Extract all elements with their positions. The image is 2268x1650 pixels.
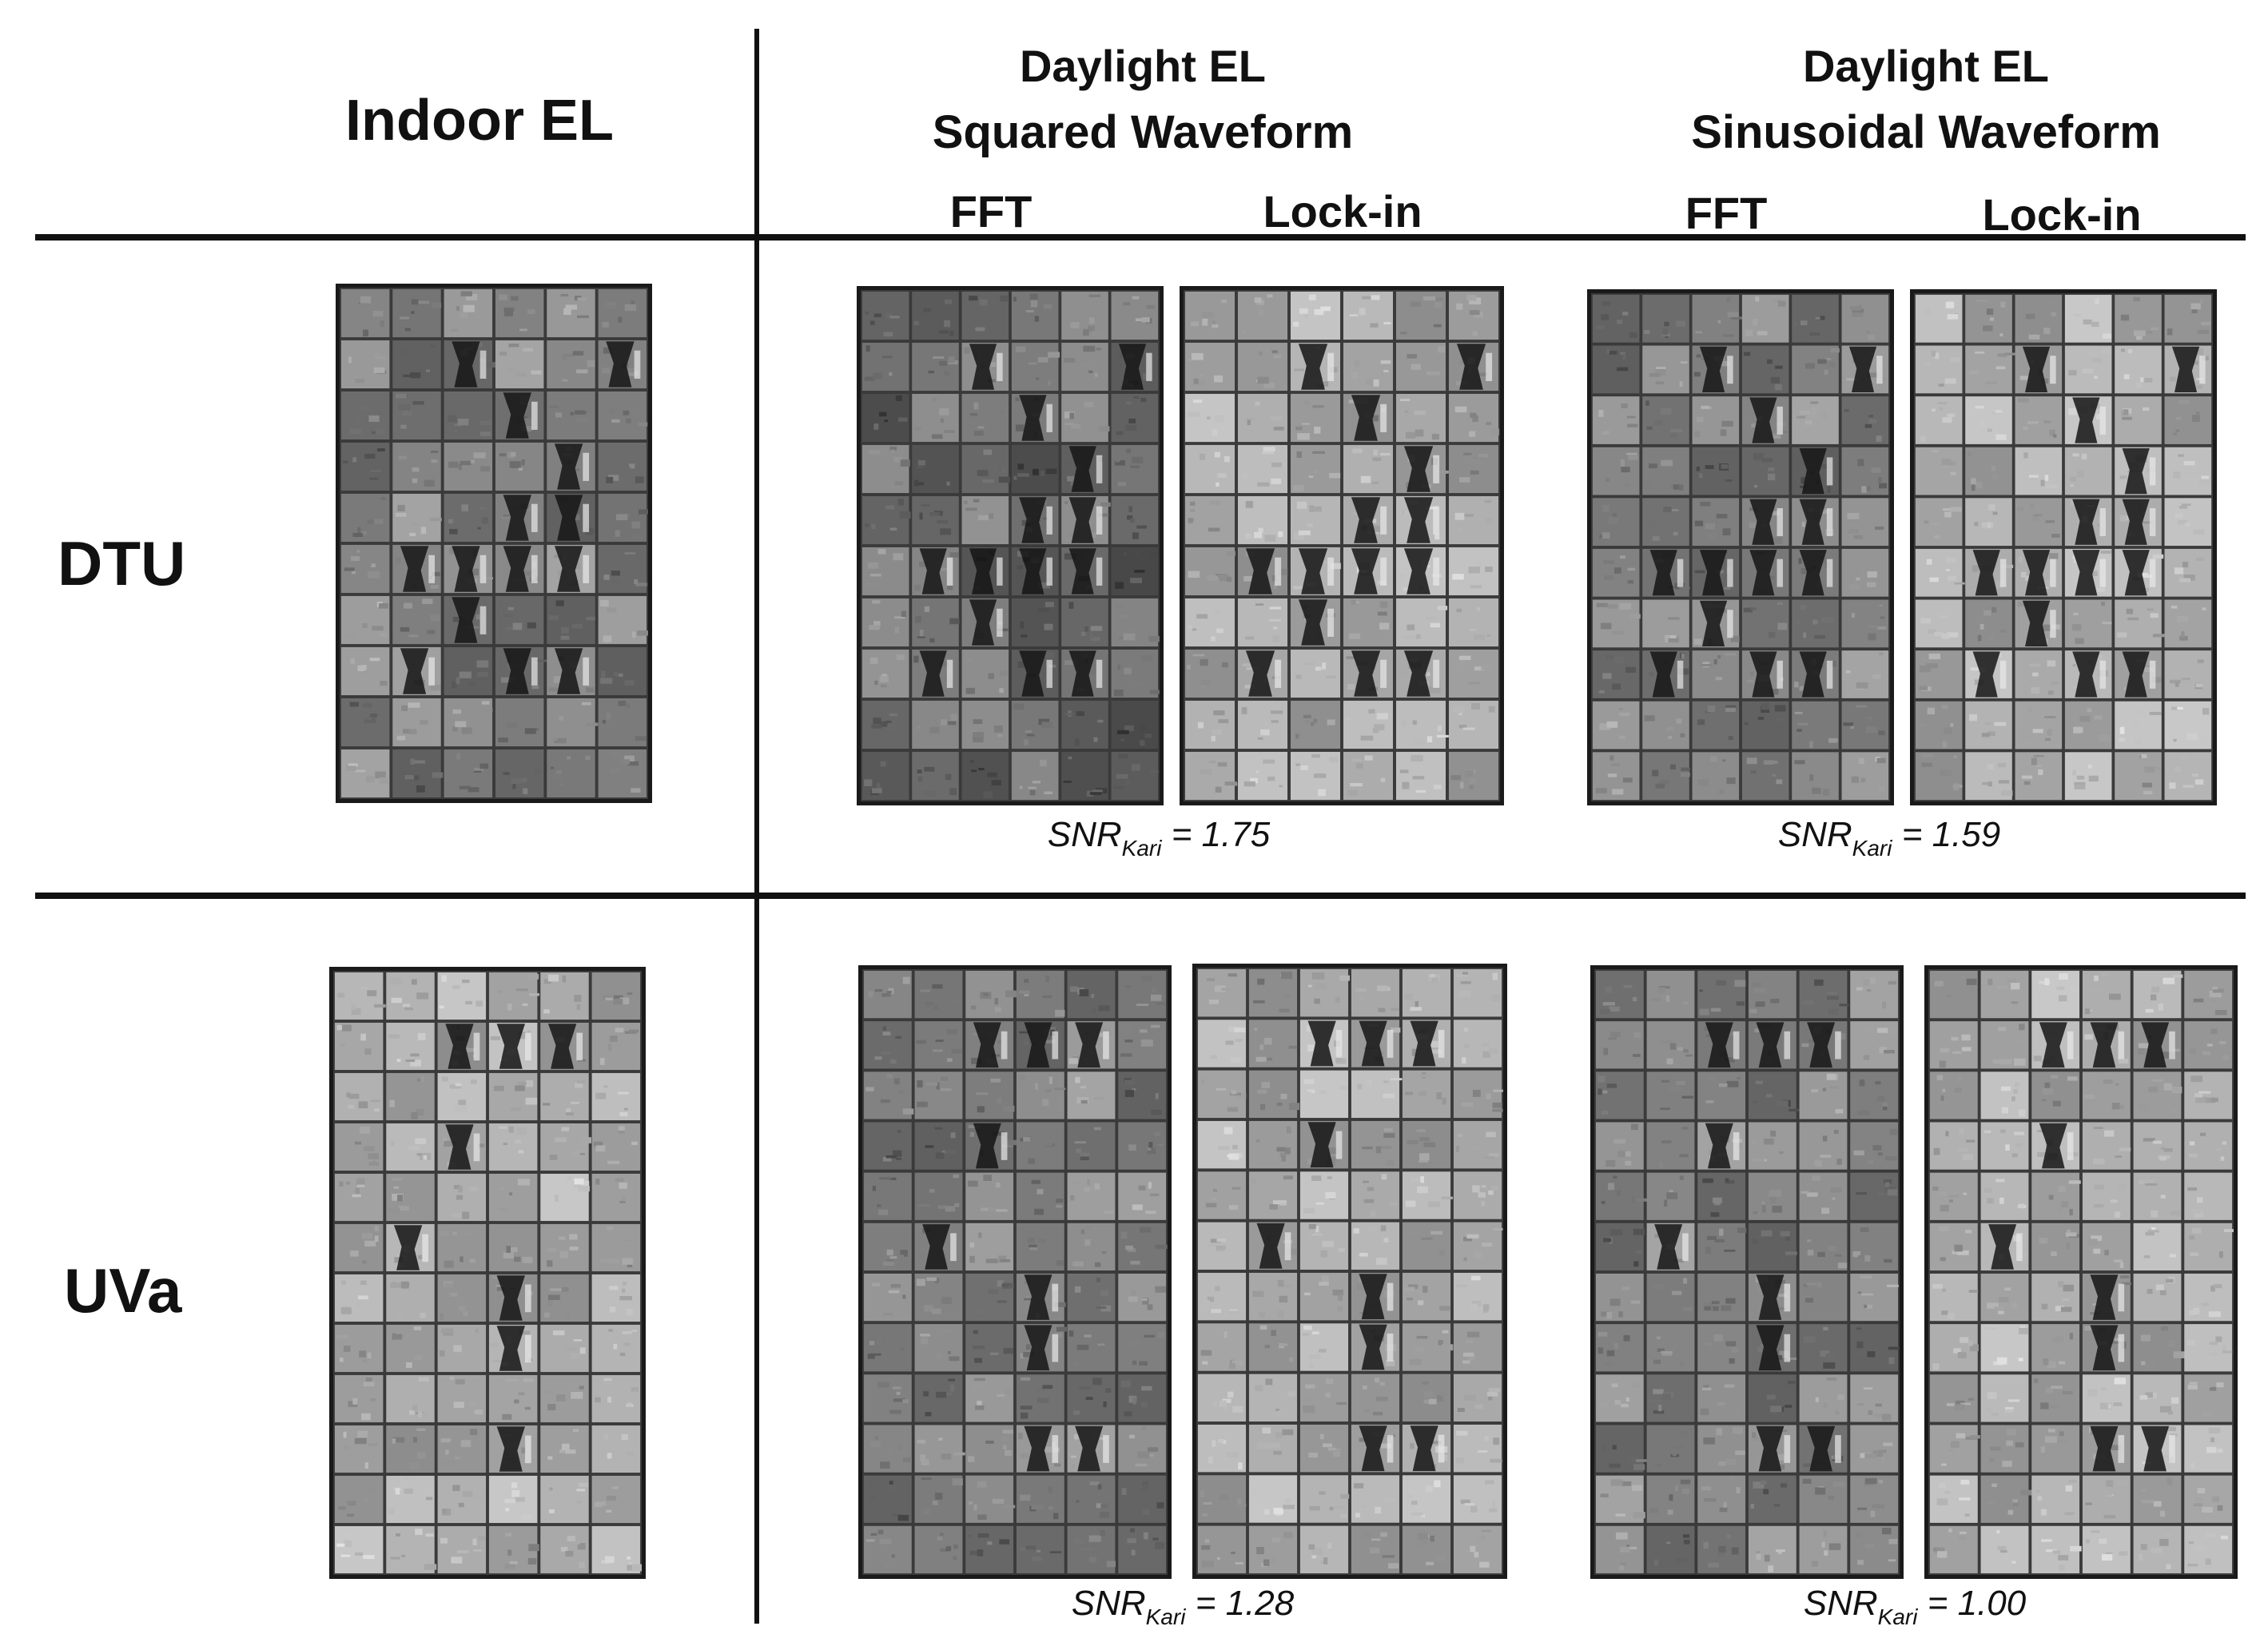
snr-dtu-sinusoidal: SNRKari = 1.59 <box>1777 815 2001 861</box>
snr-uva-sinusoidal: SNRKari = 1.00 <box>1803 1584 2027 1629</box>
panel-uva-squared-lockin <box>1192 964 1507 1579</box>
header-divider <box>35 234 2246 241</box>
column-divider <box>754 29 759 1624</box>
snr-dtu-squared: SNRKari = 1.75 <box>1047 815 1271 861</box>
subheader-lockin-squared: Lock-in <box>1263 186 1422 237</box>
header-sinusoidal-line2: Sinusoidal Waveform <box>1691 106 2161 158</box>
el-module-image <box>1196 968 1503 1575</box>
subheader-lockin-sinusoidal: Lock-in <box>1982 189 2142 240</box>
panel-dtu-sinusoidal-lockin <box>1910 289 2217 805</box>
panel-dtu-squared-lockin <box>1180 286 1504 805</box>
panel-dtu-indoor-el <box>336 284 652 803</box>
el-module-image <box>862 969 1168 1575</box>
panel-uva-indoor-el <box>329 967 646 1579</box>
panel-uva-squared-fft <box>858 965 1172 1579</box>
el-module-image <box>1594 969 1900 1575</box>
el-module-image <box>1928 969 2234 1575</box>
el-module-image <box>340 288 648 799</box>
el-module-image <box>861 290 1160 801</box>
row-label-dtu: DTU <box>58 528 186 598</box>
snr-uva-squared: SNRKari = 1.28 <box>1071 1584 1295 1629</box>
subheader-fft-sinusoidal: FFT <box>1685 188 1768 238</box>
header-squared-line1: Daylight EL <box>1019 41 1267 91</box>
row-divider <box>35 893 2246 899</box>
el-module-image <box>333 971 642 1575</box>
panel-uva-sinusoidal-fft <box>1590 965 1904 1579</box>
panel-dtu-sinusoidal-fft <box>1587 289 1894 805</box>
subheader-fft-squared: FFT <box>949 186 1033 237</box>
panel-uva-sinusoidal-lockin <box>1924 965 2238 1579</box>
panel-dtu-squared-fft <box>857 286 1164 805</box>
el-module-image <box>1591 293 1890 801</box>
header-squared-line2: Squared Waveform <box>932 106 1354 158</box>
el-module-image <box>1184 290 1500 801</box>
header-indoor-el: Indoor EL <box>345 89 614 153</box>
header-sinusoidal-line1: Daylight EL <box>1802 41 2050 91</box>
row-label-uva: UVa <box>64 1255 182 1326</box>
el-module-image <box>1914 293 2213 801</box>
